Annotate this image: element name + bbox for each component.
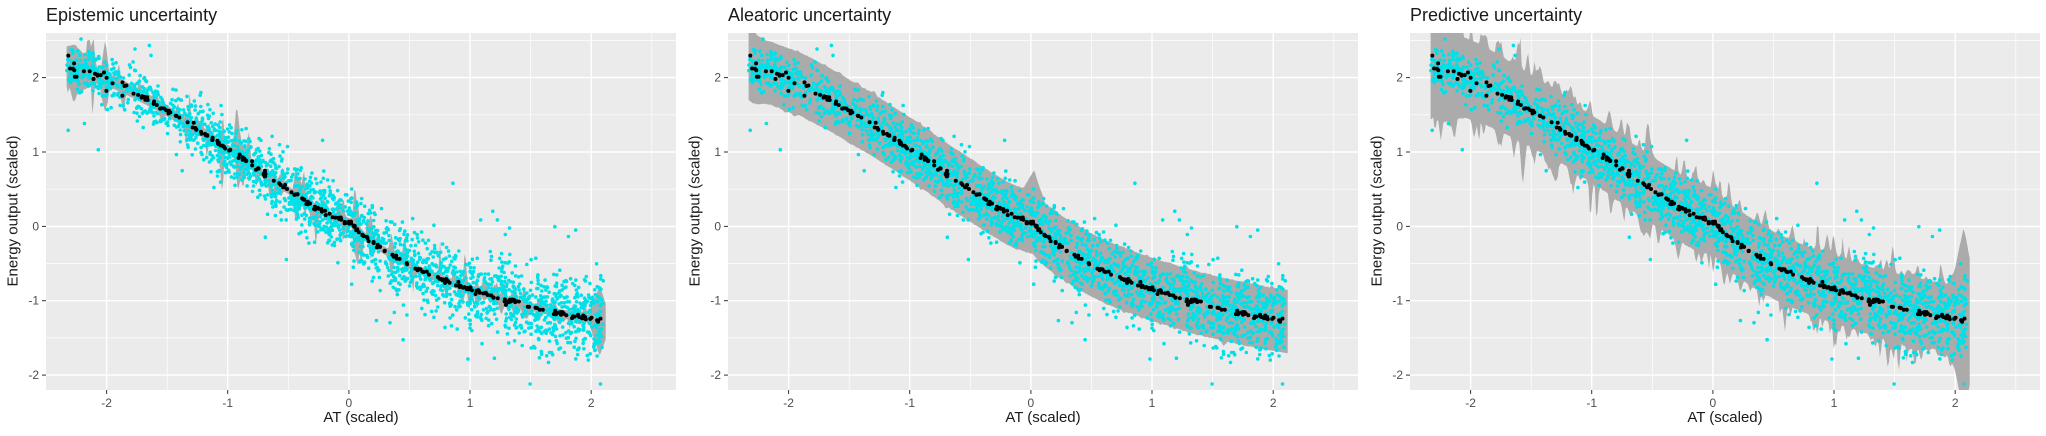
plot-panel-predictive: -2 -1 0 1 2 210-1-2 <box>1392 33 2040 410</box>
y-axis-ticks <box>42 77 46 376</box>
svg-text:-2: -2 <box>28 368 39 382</box>
svg-text:-1: -1 <box>28 294 39 308</box>
chart-title: Aleatoric uncertainty <box>728 5 892 25</box>
x-axis-ticks <box>1470 390 1956 394</box>
x-axis-title: AT (scaled) <box>1687 409 1763 426</box>
chart-aleatoric: -2 -1 0 1 2 2 1 0 -1 -2 Aleatoric uncertainty Ene… <box>682 0 1364 436</box>
y-axis-title: Energy output (scaled) <box>4 135 22 287</box>
plot-panel-aleatoric: -2 -1 0 1 2 210-1-2 <box>710 33 1358 410</box>
y-axis-ticks <box>1406 77 1410 376</box>
svg-text:1: 1 <box>32 145 39 159</box>
plot-panel-epistemic: -2 -1 0 1 2 2 1 0 -1 -2 <box>28 33 676 410</box>
gridlines-major <box>46 33 676 390</box>
x-axis-ticks <box>106 390 592 394</box>
y-tick-labels: 210-1-2 <box>1392 71 1403 383</box>
x-axis-ticks <box>788 390 1274 394</box>
y-tick-labels: 2 1 0 -1 -2 <box>28 71 39 383</box>
chart-predictive: -2 -1 0 1 2 2 1 0 -1 -2 Predictive uncertainty En… <box>1364 0 2046 436</box>
x-axis-title: AT (scaled) <box>1005 409 1081 426</box>
panel-background <box>46 33 676 390</box>
svg-text:0: 0 <box>32 219 39 233</box>
svg-text:2: 2 <box>32 71 39 85</box>
x-tick-labels: -2 -1 0 1 2 <box>783 396 1277 410</box>
x-tick-labels: -2 -1 0 1 2 <box>101 396 595 410</box>
svg-text:0: 0 <box>346 396 353 410</box>
svg-text:-1: -1 <box>222 396 233 410</box>
mean-prediction-points <box>66 53 603 324</box>
svg-text:1: 1 <box>467 396 474 410</box>
chart-epistemic: -2 -1 0 1 2 2 1 0 -1 -2 Epistemic uncertainty Ene… <box>0 0 682 436</box>
y-axis-title: Energy output (scaled) <box>1368 135 1386 287</box>
svg-text:-2: -2 <box>101 396 112 410</box>
chart-title: Epistemic uncertainty <box>46 5 218 25</box>
x-axis-title: AT (scaled) <box>323 409 399 426</box>
mean-prediction-points <box>1430 53 1967 324</box>
chart-title: Predictive uncertainty <box>1410 5 1583 25</box>
mean-prediction-points <box>748 53 1285 324</box>
y-axis-title: Energy output (scaled) <box>686 135 704 287</box>
y-tick-labels: 210-1-2 <box>710 71 721 383</box>
y-axis-ticks <box>724 77 728 376</box>
x-tick-labels: -2 -1 0 1 2 <box>1465 396 1959 410</box>
svg-text:2: 2 <box>588 396 595 410</box>
